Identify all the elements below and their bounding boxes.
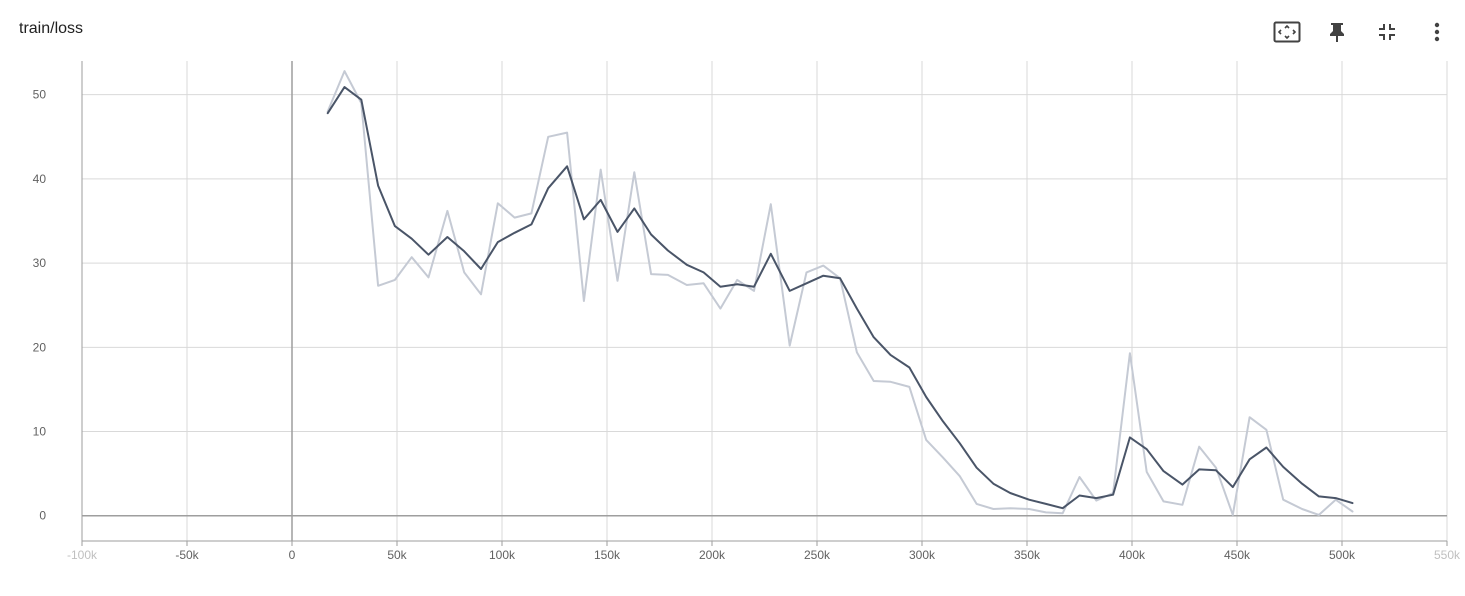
fit-domain-icon — [1273, 20, 1301, 44]
y-tick-label: 30 — [33, 256, 47, 270]
card-toolbar — [1257, 16, 1455, 48]
x-tick-label: 300k — [909, 548, 936, 562]
more-options-button[interactable] — [1419, 16, 1455, 48]
fit-domain-button[interactable] — [1269, 16, 1305, 48]
x-tick-label: 400k — [1119, 548, 1146, 562]
y-tick-label: 50 — [33, 88, 47, 102]
x-tick-label: 150k — [594, 548, 621, 562]
chart-title: train/loss — [19, 20, 84, 37]
x-tick-label: 200k — [699, 548, 726, 562]
collapse-button[interactable] — [1369, 16, 1405, 48]
x-tick-label: 100k — [489, 548, 516, 562]
x-tick-label: 0 — [289, 548, 296, 562]
y-tick-label: 40 — [33, 172, 47, 186]
y-tick-label: 10 — [33, 425, 47, 439]
x-tick-label: 450k — [1224, 548, 1251, 562]
more-vert-icon — [1433, 20, 1441, 44]
x-tick-label: -100k — [67, 548, 98, 562]
x-tick-label: 550k — [1434, 548, 1461, 562]
y-tick-label: 0 — [39, 509, 46, 523]
pin-icon — [1327, 20, 1347, 44]
raw-loss-line — [326, 70, 1354, 516]
collapse-icon — [1376, 21, 1398, 43]
x-tick-label: -50k — [175, 548, 199, 562]
x-tick-label: 350k — [1014, 548, 1041, 562]
smoothed-loss-line — [326, 86, 1354, 510]
pin-button[interactable] — [1319, 16, 1355, 48]
x-tick-label: 50k — [387, 548, 407, 562]
x-tick-label: 250k — [804, 548, 831, 562]
y-tick-label: 20 — [33, 340, 47, 354]
x-tick-label: 500k — [1329, 548, 1356, 562]
